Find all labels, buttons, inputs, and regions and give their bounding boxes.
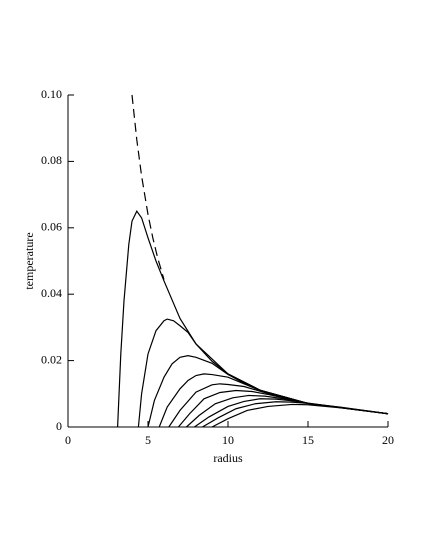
y-tick-label: 0.02 [41,352,62,366]
curve [137,318,389,428]
x-tick-label: 20 [382,433,394,447]
curve [211,403,389,428]
curve [202,401,389,428]
curve [131,94,165,280]
curve [158,373,389,428]
x-axis-label: radius [213,451,243,465]
curve [117,210,389,428]
y-axis-label: temperature [22,232,36,289]
y-tick-label: 0.04 [41,286,62,300]
x-tick-label: 10 [222,433,234,447]
y-tick-label: 0.10 [41,87,62,101]
x-tick-label: 0 [65,433,71,447]
curve [194,398,389,428]
curve [147,355,389,428]
x-tick-label: 5 [145,433,151,447]
y-tick-label: 0.06 [41,220,62,234]
y-tick-label: 0.08 [41,153,62,167]
y-tick-label: 0 [56,419,62,433]
x-tick-label: 15 [302,433,314,447]
